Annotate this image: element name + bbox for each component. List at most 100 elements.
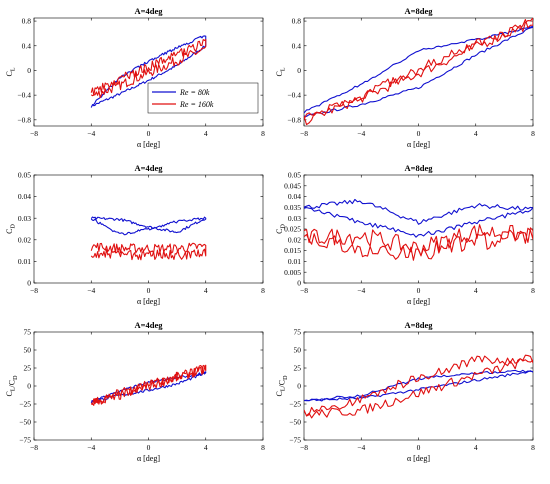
x-tick-label: −8 — [300, 129, 308, 138]
x-tick-label: −8 — [300, 443, 308, 452]
x-tick-label: −4 — [87, 443, 95, 452]
y-tick-label: −25 — [289, 400, 301, 409]
y-tick-label: −50 — [19, 418, 31, 427]
y-tick-label: −50 — [289, 418, 301, 427]
y-tick-label: 0 — [297, 66, 301, 75]
y-tick-label: 0 — [297, 382, 301, 391]
y-tick-label: −0.8 — [287, 115, 301, 124]
plot-area — [303, 331, 534, 441]
x-axis-label: α [deg] — [137, 140, 160, 149]
x-tick-label: 0 — [417, 286, 421, 295]
x-axis-label: α [deg] — [407, 454, 430, 463]
y-axis-label: CL — [5, 67, 17, 76]
y-tick-label: 0 — [27, 279, 31, 288]
y-tick-label: −0.8 — [17, 115, 31, 124]
x-tick-label: 0 — [147, 443, 151, 452]
chart-panel-3: −8 −4 0 4 8 0 0.01 0.02 0.03 0.04 0.05 A=4deg α [deg… — [5, 163, 265, 306]
x-tick-label: −4 — [87, 286, 95, 295]
legend: Re = 80k Re = 160k — [147, 82, 259, 114]
y-tick-label: 0.8 — [292, 17, 302, 26]
x-tick-label: 8 — [261, 443, 265, 452]
y-tick-label: 25 — [24, 364, 32, 373]
y-tick-label: 0.04 — [18, 192, 31, 201]
chart-panel-4: −8 −4 0 4 8 0 0.005 0.01 0.015 0.020.025 0.03 0.035… — [275, 163, 535, 306]
series-line-re160k — [304, 18, 533, 126]
y-tick-label: 0.02 — [288, 235, 301, 244]
y-tick-label: 0.03 — [18, 214, 31, 223]
x-axis-label: α [deg] — [407, 140, 430, 149]
series-line-re160k — [90, 242, 207, 261]
x-tick-label: 0 — [147, 129, 151, 138]
x-tick-label: 4 — [474, 129, 478, 138]
chart-panel-5: −8 −4 0 4 8 −75 −50 −25 0 25 50 75 A=4deg α [deg] CL/C… — [5, 320, 265, 463]
y-tick-label: 0.03 — [288, 214, 301, 223]
y-tick-label: 0.05 — [18, 171, 31, 180]
x-tick-label: 8 — [261, 129, 265, 138]
y-tick-label: 75 — [24, 328, 32, 337]
y-tick-label: −75 — [19, 436, 31, 445]
series-line-re80k — [90, 216, 207, 236]
y-tick-label: 0.025 — [284, 225, 301, 234]
chart-title: A=8deg — [405, 6, 434, 16]
chart-title: A=4deg — [135, 163, 164, 173]
chart-title: A=4deg — [135, 320, 164, 330]
x-axis-label: α [deg] — [407, 297, 430, 306]
chart-panel-6: −8 −4 0 4 8 −75 −50 −25 0 25 50 75 A=8deg α [deg] CL/C… — [275, 320, 535, 463]
y-tick-label: 0.01 — [18, 257, 31, 266]
x-tick-label: 4 — [204, 129, 208, 138]
x-tick-label: 4 — [204, 286, 208, 295]
chart-title: A=4deg — [135, 6, 164, 16]
x-tick-label: −8 — [30, 286, 38, 295]
x-tick-label: −8 — [300, 286, 308, 295]
chart-title: A=8deg — [405, 163, 434, 173]
x-tick-label: 8 — [261, 286, 265, 295]
series-line-re160k — [90, 38, 207, 99]
series-line-re80k — [90, 371, 207, 404]
y-axis-label: CD — [275, 224, 287, 234]
x-tick-label: −8 — [30, 129, 38, 138]
y-tick-label: −75 — [289, 436, 301, 445]
y-tick-label: 50 — [24, 346, 32, 355]
y-tick-label: 0 — [297, 279, 301, 288]
y-tick-label: 0.01 — [288, 257, 301, 266]
y-tick-label: 0.8 — [22, 17, 32, 26]
y-tick-label: 75 — [294, 328, 302, 337]
series-line-re160k — [90, 364, 207, 406]
x-tick-label: 8 — [531, 286, 535, 295]
y-tick-label: 0.4 — [22, 41, 32, 50]
y-axis-label: CL/CD — [5, 375, 19, 397]
x-tick-label: 8 — [531, 443, 535, 452]
y-tick-label: 0.4 — [292, 41, 302, 50]
series-line-re80k — [304, 198, 533, 238]
y-tick-label: 50 — [294, 346, 302, 355]
series-line-re160k — [304, 224, 533, 261]
y-tick-label: 0.015 — [284, 246, 301, 255]
x-tick-label: −4 — [357, 129, 365, 138]
x-tick-label: 0 — [417, 443, 421, 452]
y-tick-label: 0.04 — [288, 192, 301, 201]
chart-panel-2: −8 −4 0 4 8 −0.8 −0.4 0 0.4 0.8 A=8deg α [deg] CL — [275, 6, 535, 149]
x-tick-label: 8 — [531, 129, 535, 138]
legend-box — [147, 82, 259, 114]
y-axis-label: CL/CD — [275, 375, 289, 397]
y-axis-label: CL — [275, 67, 287, 76]
chart-panel-1: −8 −4 0 4 8 −0.8 −0.4 0 0.4 0.8 A=4deg α [deg] CL — [5, 6, 265, 149]
x-tick-label: 4 — [474, 286, 478, 295]
series-line-re160k — [304, 354, 533, 419]
y-tick-label: 0.05 — [288, 171, 301, 180]
y-tick-label: 0 — [27, 66, 31, 75]
x-tick-label: 4 — [204, 443, 208, 452]
plot-area — [303, 174, 534, 284]
x-tick-label: −4 — [357, 443, 365, 452]
y-tick-label: −0.4 — [287, 91, 301, 100]
y-tick-label: 0.045 — [284, 181, 301, 190]
y-tick-label: 25 — [294, 364, 302, 373]
x-tick-label: −8 — [30, 443, 38, 452]
x-axis-label: α [deg] — [137, 454, 160, 463]
y-tick-label: 0.02 — [18, 235, 31, 244]
x-axis-label: α [deg] — [137, 297, 160, 306]
y-tick-label: 0.035 — [284, 203, 301, 212]
x-tick-label: 4 — [474, 443, 478, 452]
chart-title: A=8deg — [405, 320, 434, 330]
